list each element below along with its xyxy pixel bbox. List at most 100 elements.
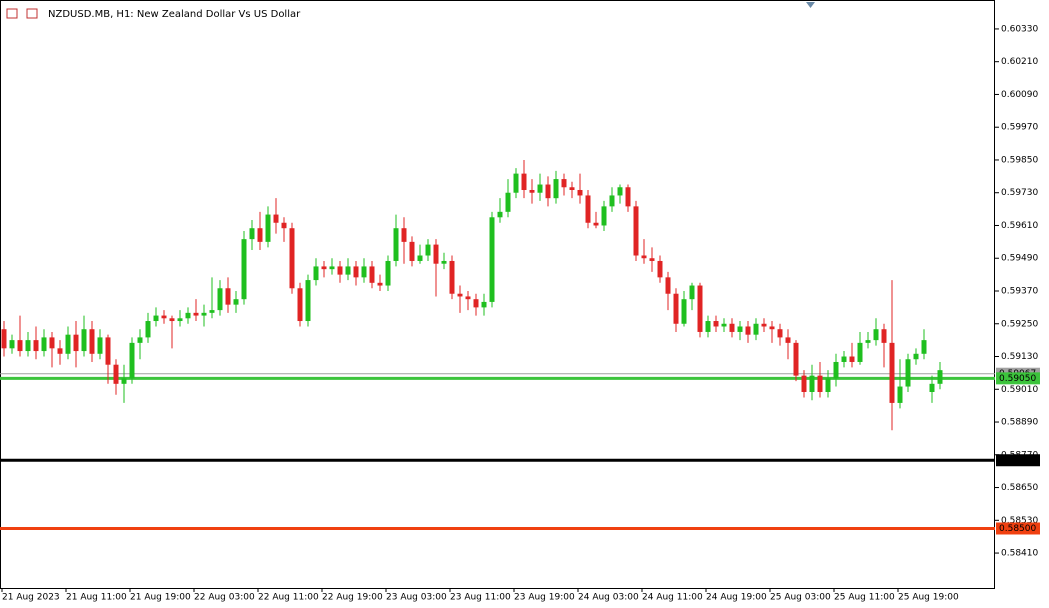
candle-body	[881, 329, 887, 343]
candle-body	[897, 386, 903, 403]
y-tick-label: 0.59130	[1001, 352, 1038, 362]
candle-body	[153, 315, 159, 322]
candle-body	[777, 329, 783, 338]
candle-body	[401, 228, 407, 242]
candle-body	[97, 337, 103, 354]
candle-body	[289, 228, 295, 289]
candle-body	[497, 211, 503, 218]
candle-body	[913, 353, 919, 360]
y-tick-label: 0.59250	[1001, 319, 1038, 329]
candle-body	[873, 329, 879, 341]
candle-body	[441, 260, 447, 264]
candle-body	[449, 260, 455, 294]
candle-body	[785, 337, 791, 343]
candle-body	[65, 334, 71, 354]
candle-body	[569, 187, 575, 190]
candle-body	[409, 241, 415, 261]
candle-body	[425, 244, 431, 256]
x-tick-label: 23 Aug 11:00	[450, 593, 511, 603]
candle-body	[825, 378, 831, 392]
candle-body	[633, 206, 639, 256]
candle-body	[833, 361, 839, 379]
candle-body	[129, 342, 135, 379]
x-tick-label: 25 Aug 19:00	[898, 593, 959, 603]
candle-body	[657, 260, 663, 278]
candle-body	[561, 179, 567, 188]
candle-body	[457, 293, 463, 297]
candle-body	[745, 326, 751, 335]
candle-body	[209, 310, 215, 313]
candle-body	[697, 285, 703, 332]
candle-body	[345, 266, 351, 275]
candle-body	[161, 315, 167, 319]
candle-body	[9, 340, 15, 349]
candle-body	[297, 288, 303, 322]
candle-body	[25, 340, 31, 352]
candle-body	[801, 375, 807, 392]
plot-frame	[0, 0, 995, 589]
y-tick-label: 0.59490	[1001, 254, 1038, 264]
x-tick-label: 25 Aug 11:00	[834, 593, 895, 603]
icon	[26, 8, 38, 19]
candle-body	[465, 296, 471, 300]
candle-body	[529, 189, 535, 193]
candle-body	[49, 337, 55, 349]
candle-body	[361, 266, 367, 278]
candle-body	[673, 293, 679, 324]
candle-body	[233, 299, 239, 305]
candle-body	[865, 340, 871, 343]
x-tick-label: 21 Aug 11:00	[66, 593, 127, 603]
level-label-box	[996, 454, 1040, 467]
x-tick-label: 25 Aug 03:00	[770, 593, 831, 603]
candle-body	[241, 239, 247, 300]
candle-body	[513, 173, 519, 193]
level-label: 0.58750	[999, 456, 1036, 466]
icon	[6, 8, 18, 19]
candle-body	[177, 318, 183, 322]
candle-body	[185, 312, 191, 319]
y-tick-label: 0.58530	[1001, 516, 1038, 526]
candle-body	[33, 340, 39, 352]
candle-body	[617, 187, 623, 196]
candle-body	[577, 189, 583, 196]
candle-body	[329, 266, 335, 270]
y-tick-label: 0.58410	[1001, 549, 1038, 559]
candle-body	[713, 321, 719, 327]
candle-body	[921, 340, 927, 354]
candle-body	[257, 228, 263, 242]
candle-body	[593, 222, 599, 226]
candle-body	[193, 312, 199, 316]
y-tick-label: 0.60210	[1001, 57, 1038, 67]
candle-body	[585, 195, 591, 223]
y-tick-label: 0.59610	[1001, 221, 1038, 231]
candle-body	[313, 266, 319, 281]
candle-body	[625, 187, 631, 207]
candle-body	[905, 359, 911, 387]
x-tick-label: 24 Aug 19:00	[706, 593, 767, 603]
y-tick-label: 0.59850	[1001, 155, 1038, 165]
candle-body	[113, 364, 119, 384]
candle-body	[473, 299, 479, 308]
y-tick-label: 0.58650	[1001, 483, 1038, 493]
candle-body	[281, 222, 287, 229]
candle-body	[937, 370, 943, 384]
candle-body	[649, 258, 655, 261]
candle-body	[273, 214, 279, 223]
title-icons	[6, 8, 38, 19]
candle-body	[169, 318, 175, 322]
candle-body	[929, 383, 935, 392]
candle-body	[793, 342, 799, 376]
candle-body	[353, 266, 359, 278]
candle-body	[553, 179, 559, 199]
candle-body	[81, 329, 87, 352]
level-label-box	[996, 522, 1040, 535]
candle-body	[137, 337, 143, 343]
candle-body	[73, 334, 79, 352]
candle-body	[729, 323, 735, 332]
candle-body	[337, 266, 343, 275]
x-tick-label: 22 Aug 19:00	[322, 593, 383, 603]
x-tick-label: 23 Aug 19:00	[514, 593, 575, 603]
candle-body	[321, 266, 327, 270]
candle-body	[889, 342, 895, 403]
